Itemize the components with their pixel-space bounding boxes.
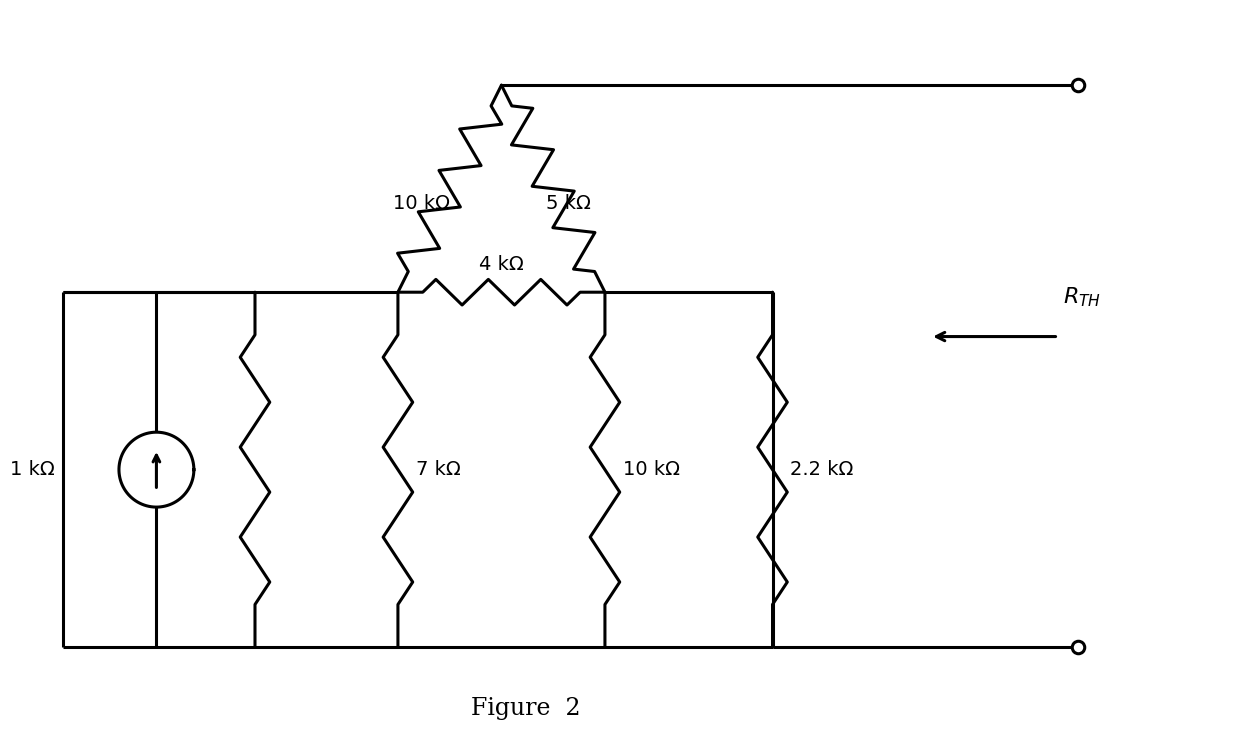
Text: 10 kΩ: 10 kΩ bbox=[393, 194, 450, 213]
Text: 1 kΩ: 1 kΩ bbox=[10, 460, 55, 479]
Text: 5 kΩ: 5 kΩ bbox=[546, 194, 590, 213]
Text: $R_{TH}$: $R_{TH}$ bbox=[1064, 285, 1101, 309]
Text: 10 kΩ: 10 kΩ bbox=[622, 460, 680, 479]
Text: 2.2 kΩ: 2.2 kΩ bbox=[790, 460, 853, 479]
Text: 4 kΩ: 4 kΩ bbox=[479, 255, 523, 274]
Text: Figure  2: Figure 2 bbox=[471, 697, 580, 719]
Text: 7 kΩ: 7 kΩ bbox=[415, 460, 460, 479]
